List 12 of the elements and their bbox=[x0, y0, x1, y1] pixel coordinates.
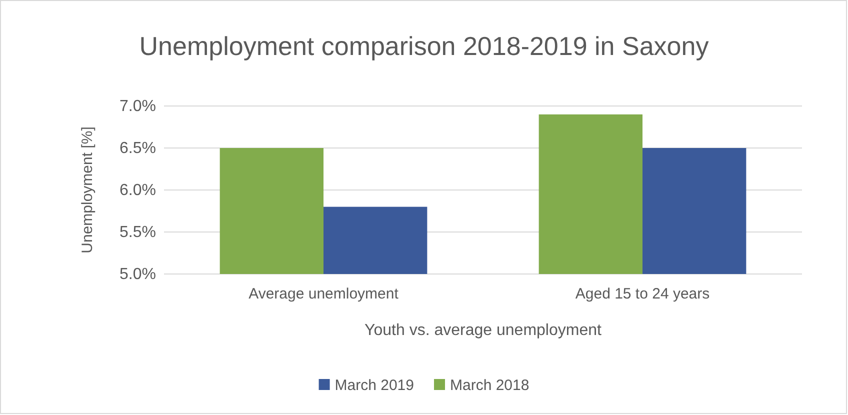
y-axis-title: Unemployment [%] bbox=[79, 126, 96, 254]
legend-label: March 2018 bbox=[450, 377, 530, 394]
legend-label: March 2019 bbox=[334, 377, 414, 394]
y-tick-label: 5.0% bbox=[120, 266, 156, 284]
x-tick-label: Aged 15 to 24 years bbox=[575, 286, 710, 303]
x-axis-title: Youth vs. average unemployment bbox=[364, 322, 602, 339]
y-tick-label: 6.5% bbox=[120, 140, 156, 158]
chart-title: Unemployment comparison 2018-2019 in Saxony bbox=[139, 31, 709, 61]
x-tick-label: Average unemloyment bbox=[248, 286, 400, 303]
y-tick-label: 5.5% bbox=[120, 224, 156, 242]
y-tick-label: 7.0% bbox=[120, 98, 156, 116]
y-tick-label: 6.0% bbox=[120, 182, 156, 200]
